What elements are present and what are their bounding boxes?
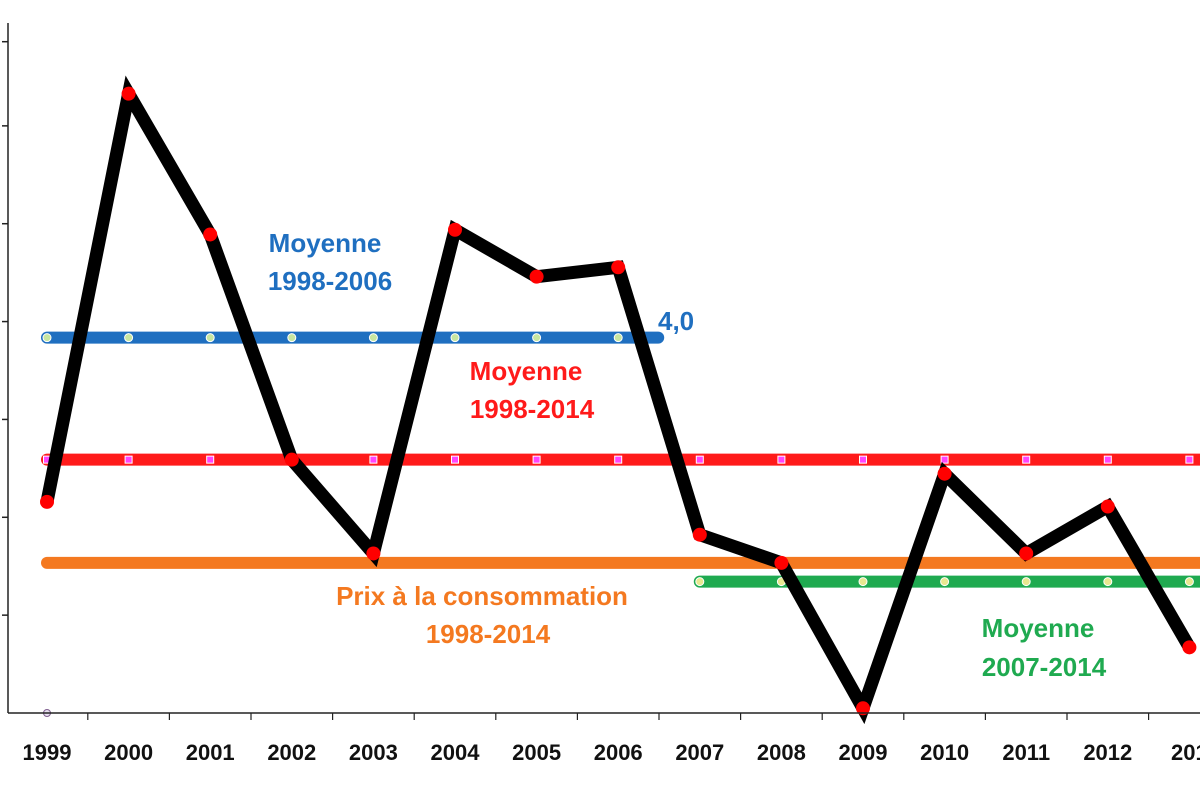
data-point	[448, 222, 462, 237]
x-tick-label: 2002	[267, 740, 316, 765]
reference-marker	[777, 455, 786, 464]
data-point	[1182, 640, 1197, 655]
data-point	[774, 555, 789, 570]
reference-marker	[940, 577, 950, 587]
data-point	[284, 452, 299, 467]
data-point	[366, 546, 381, 561]
reference-marker	[1103, 577, 1113, 587]
series-line-group	[40, 75, 1197, 725]
data-point	[611, 260, 626, 275]
reference-marker	[940, 455, 949, 464]
data-point	[40, 494, 54, 509]
reference-marker	[858, 577, 868, 587]
x-tick-label: 2008	[757, 740, 806, 765]
axes	[2, 23, 1200, 720]
reference-marker	[124, 333, 134, 343]
reference-marker	[613, 333, 623, 343]
reference-marker	[368, 333, 378, 343]
reference-marker	[695, 577, 705, 587]
x-tick-label: 2009	[839, 740, 888, 765]
data-point	[529, 269, 544, 284]
reference-marker	[532, 333, 542, 343]
reference-marker	[124, 455, 133, 464]
data-point	[856, 701, 870, 716]
data-point	[121, 86, 136, 101]
x-tick-label: 201	[1171, 740, 1200, 765]
x-tick-label: 2010	[920, 740, 969, 765]
label-avg-1998-2006-line2: 1998-2006	[268, 266, 392, 296]
reference-marker	[287, 333, 297, 343]
reference-marker	[42, 333, 52, 343]
reference-marker	[532, 455, 541, 464]
reference-marker	[859, 455, 867, 464]
x-tick-label: 2005	[512, 740, 561, 765]
label-avg-1998-2014-line2: 1998-2014	[470, 394, 595, 424]
label-avg-1998-2014-line1: Moyenne	[470, 356, 583, 386]
reference-marker	[695, 455, 704, 464]
x-tick-label: 2001	[186, 740, 235, 765]
reference-marker	[206, 455, 215, 464]
reference-lines	[41, 331, 1200, 717]
data-point	[1019, 546, 1034, 561]
label-cpi-line1: Prix à la consommation	[336, 581, 628, 611]
x-tick-label: 2006	[594, 740, 643, 765]
label-cpi-line2: 1998-2014	[426, 619, 551, 649]
x-tick-labels: 1999 2000 2001 2002 2003 2004 2005 2006 2007 2008…	[23, 740, 1200, 765]
reference-marker	[369, 455, 378, 464]
annotations: Moyenne 1998-2006 4,0 Moyenne 1998-2014 …	[268, 228, 1107, 682]
data-point	[692, 527, 707, 542]
reference-marker	[1103, 455, 1112, 464]
reference-marker	[205, 333, 215, 343]
x-tick-label: 2000	[104, 740, 153, 765]
label-avg-2007-2014-line1: Moyenne	[982, 613, 1095, 643]
x-tick-label: 2011	[1002, 740, 1050, 765]
data-point	[937, 466, 952, 481]
x-tick-label: 2012	[1083, 740, 1132, 765]
x-tick-label: 1999	[23, 740, 72, 765]
data-point	[1100, 499, 1115, 514]
reference-marker	[1184, 577, 1194, 587]
reference-marker	[614, 455, 623, 464]
label-avg-2007-2014-line2: 2007-2014	[982, 652, 1107, 682]
reference-marker	[450, 333, 460, 343]
x-tick-label: 2007	[675, 740, 724, 765]
x-tick-label: 2003	[349, 740, 398, 765]
reference-marker	[451, 455, 459, 464]
data-point	[203, 227, 218, 242]
label-avg-1998-2006-line1: Moyenne	[269, 228, 382, 258]
x-tick-label: 2004	[431, 740, 481, 765]
reference-marker	[1022, 455, 1031, 464]
reference-marker	[1021, 577, 1031, 587]
reference-marker	[1185, 455, 1194, 464]
label-avg-1998-2006-value: 4,0	[658, 306, 694, 336]
